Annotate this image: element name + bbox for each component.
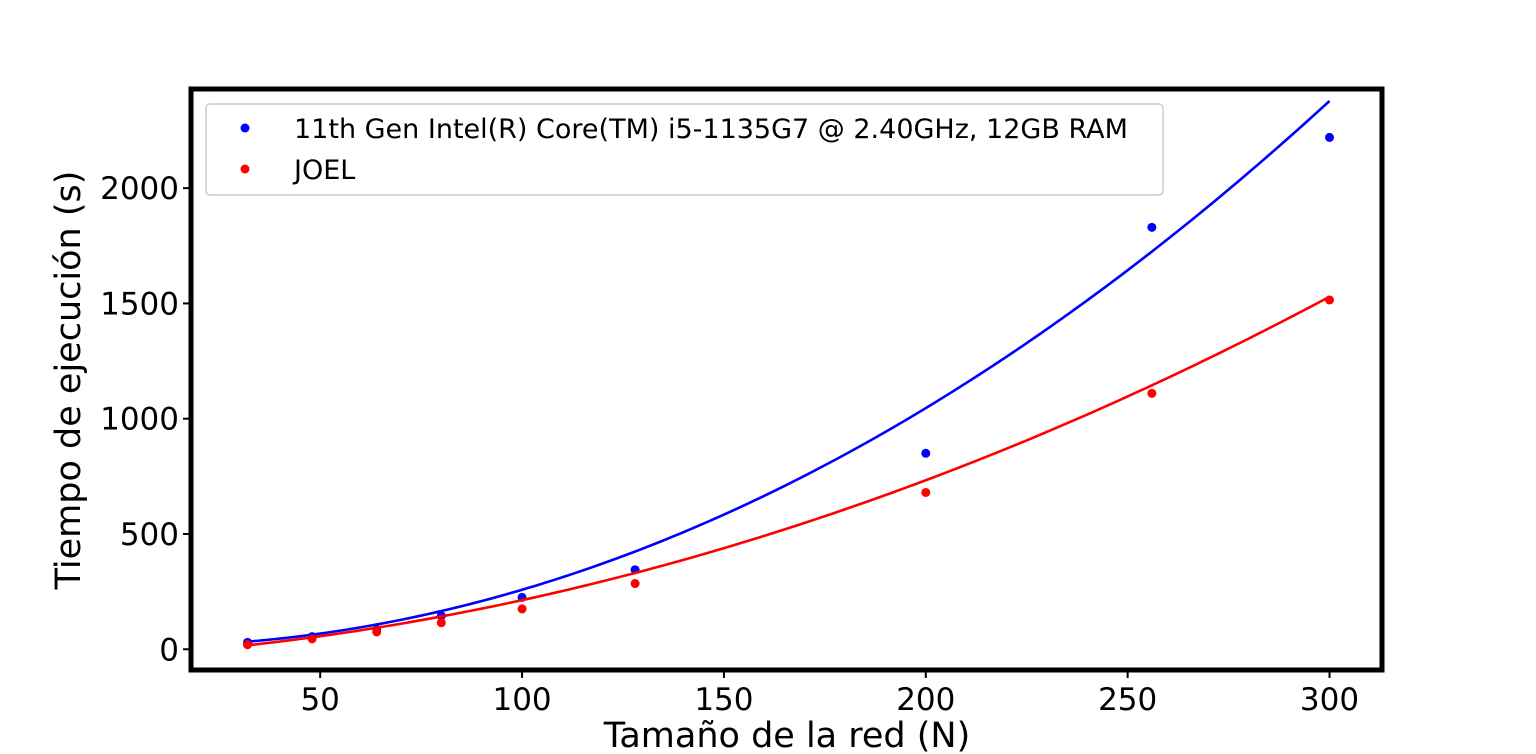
y-axis-ticks: 0 500 1000 1500 2000 — [100, 171, 191, 668]
data-point-joel — [1147, 388, 1157, 398]
y-axis-label: Tiempo de ejecución (s) — [49, 171, 89, 591]
y-tick-label: 500 — [120, 517, 179, 553]
data-point-joel — [243, 640, 253, 650]
x-tick-label: 100 — [492, 682, 551, 718]
legend-label-joel: JOEL — [292, 155, 355, 186]
legend-label-intel: 11th Gen Intel(R) Core(TM) i5-1135G7 @ 2… — [294, 114, 1128, 145]
y-tick-label: 2000 — [100, 171, 179, 207]
fit-line-joel — [247, 295, 1331, 647]
data-point-joel — [630, 579, 640, 589]
x-tick-label: 150 — [694, 682, 753, 718]
plot-area — [243, 100, 1335, 650]
legend-marker-intel — [240, 123, 250, 133]
fit-line-intel — [247, 100, 1331, 643]
x-tick-label: 50 — [300, 682, 339, 718]
data-point-joel — [517, 604, 527, 614]
legend-marker-joel — [240, 164, 250, 174]
data-point-intel — [1325, 132, 1335, 142]
x-tick-label: 250 — [1098, 682, 1157, 718]
x-axis-ticks: 50 100 150 200 250 300 — [300, 670, 1359, 718]
data-point-joel — [921, 487, 931, 497]
legend: 11th Gen Intel(R) Core(TM) i5-1135G7 @ 2… — [205, 103, 1164, 196]
data-point-intel — [921, 448, 931, 458]
data-point-joel — [372, 627, 382, 637]
data-point-intel — [1147, 222, 1157, 232]
x-tick-label: 300 — [1300, 682, 1359, 718]
y-tick-label: 1500 — [100, 286, 179, 322]
y-tick-label: 1000 — [100, 402, 179, 438]
x-tick-label: 200 — [896, 682, 955, 718]
y-tick-label: 0 — [159, 632, 179, 668]
data-point-joel — [1325, 295, 1335, 305]
plot-frame — [188, 86, 1385, 673]
data-point-joel — [307, 634, 317, 644]
legend-frame — [205, 103, 1164, 196]
data-point-joel — [436, 618, 446, 628]
x-axis-label: Tamaño de la red (N) — [603, 716, 970, 754]
